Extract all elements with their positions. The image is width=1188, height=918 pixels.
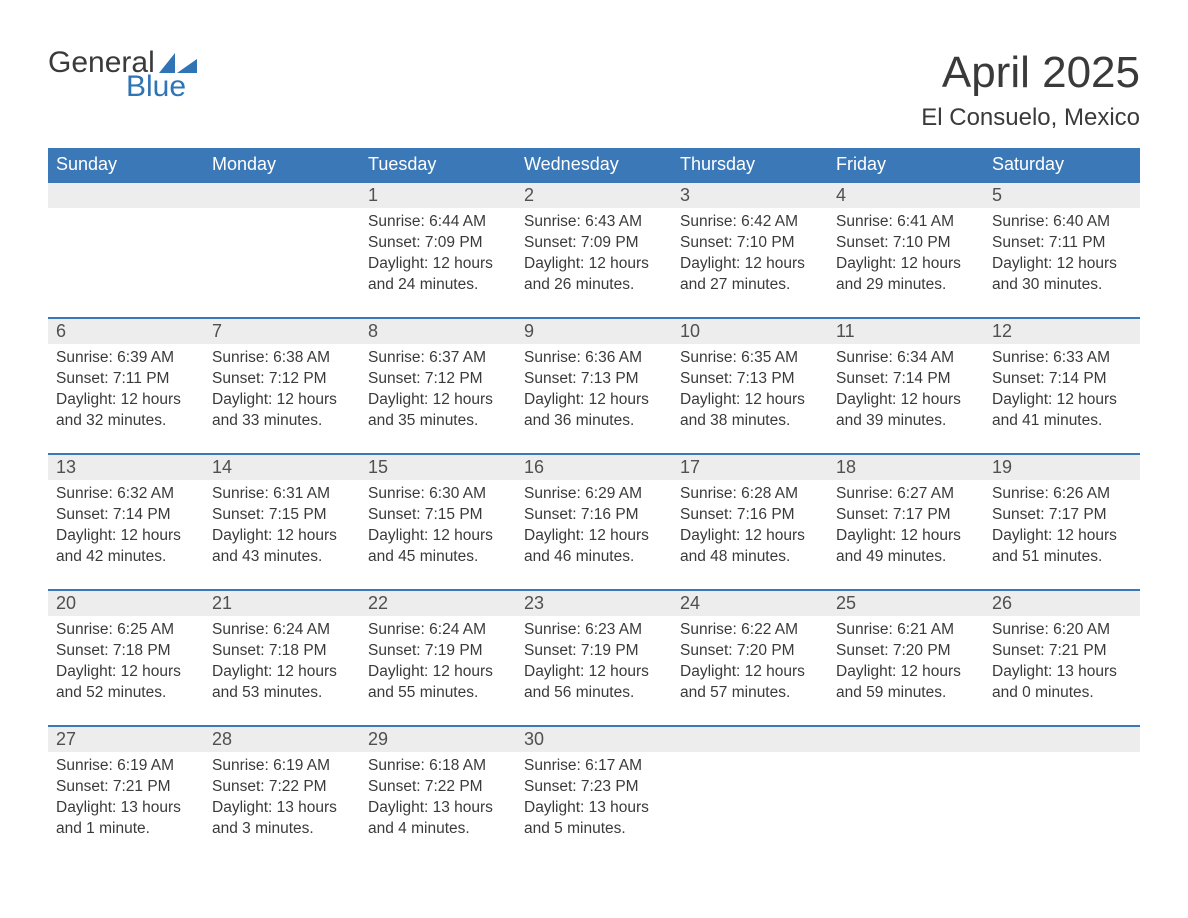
day-header: Tuesday [360, 148, 516, 182]
empty-cell [672, 752, 828, 862]
empty-cell [204, 208, 360, 318]
day-details: Sunrise: 6:32 AMSunset: 7:14 PMDaylight:… [48, 480, 204, 590]
day-details: Sunrise: 6:38 AMSunset: 7:12 PMDaylight:… [204, 344, 360, 454]
day-number: 13 [48, 454, 204, 480]
day-number: 9 [516, 318, 672, 344]
day-details: Sunrise: 6:43 AMSunset: 7:09 PMDaylight:… [516, 208, 672, 318]
day-details: Sunrise: 6:31 AMSunset: 7:15 PMDaylight:… [204, 480, 360, 590]
day-details: Sunrise: 6:36 AMSunset: 7:13 PMDaylight:… [516, 344, 672, 454]
day-header: Monday [204, 148, 360, 182]
calendar-table: SundayMondayTuesdayWednesdayThursdayFrid… [48, 148, 1140, 862]
day-number: 19 [984, 454, 1140, 480]
month-title: April 2025 [921, 48, 1140, 98]
day-number: 7 [204, 318, 360, 344]
day-number: 5 [984, 182, 1140, 208]
empty-cell [828, 752, 984, 862]
day-header: Wednesday [516, 148, 672, 182]
empty-cell [48, 182, 204, 208]
day-number: 8 [360, 318, 516, 344]
day-details: Sunrise: 6:37 AMSunset: 7:12 PMDaylight:… [360, 344, 516, 454]
title-block: April 2025 El Consuelo, Mexico [921, 48, 1140, 144]
day-details: Sunrise: 6:33 AMSunset: 7:14 PMDaylight:… [984, 344, 1140, 454]
day-number: 21 [204, 590, 360, 616]
day-number: 10 [672, 318, 828, 344]
day-details: Sunrise: 6:35 AMSunset: 7:13 PMDaylight:… [672, 344, 828, 454]
day-number: 18 [828, 454, 984, 480]
day-number: 16 [516, 454, 672, 480]
day-details: Sunrise: 6:34 AMSunset: 7:14 PMDaylight:… [828, 344, 984, 454]
day-details: Sunrise: 6:25 AMSunset: 7:18 PMDaylight:… [48, 616, 204, 726]
day-details: Sunrise: 6:24 AMSunset: 7:18 PMDaylight:… [204, 616, 360, 726]
day-details: Sunrise: 6:30 AMSunset: 7:15 PMDaylight:… [360, 480, 516, 590]
day-details: Sunrise: 6:22 AMSunset: 7:20 PMDaylight:… [672, 616, 828, 726]
day-details: Sunrise: 6:21 AMSunset: 7:20 PMDaylight:… [828, 616, 984, 726]
day-details: Sunrise: 6:19 AMSunset: 7:22 PMDaylight:… [204, 752, 360, 862]
day-number: 2 [516, 182, 672, 208]
logo: General Blue [48, 48, 201, 102]
logo-word-blue: Blue [126, 72, 201, 102]
day-details: Sunrise: 6:18 AMSunset: 7:22 PMDaylight:… [360, 752, 516, 862]
empty-cell [984, 752, 1140, 862]
empty-cell [672, 726, 828, 752]
day-number: 26 [984, 590, 1140, 616]
day-details: Sunrise: 6:27 AMSunset: 7:17 PMDaylight:… [828, 480, 984, 590]
day-number: 29 [360, 726, 516, 752]
empty-cell [204, 182, 360, 208]
header: General Blue April 2025 El Consuelo, Mex… [48, 48, 1140, 144]
day-details: Sunrise: 6:23 AMSunset: 7:19 PMDaylight:… [516, 616, 672, 726]
day-header: Sunday [48, 148, 204, 182]
day-number: 1 [360, 182, 516, 208]
day-header: Friday [828, 148, 984, 182]
day-number: 6 [48, 318, 204, 344]
day-number: 22 [360, 590, 516, 616]
day-number: 12 [984, 318, 1140, 344]
day-number: 3 [672, 182, 828, 208]
day-number: 20 [48, 590, 204, 616]
day-details: Sunrise: 6:40 AMSunset: 7:11 PMDaylight:… [984, 208, 1140, 318]
day-details: Sunrise: 6:24 AMSunset: 7:19 PMDaylight:… [360, 616, 516, 726]
day-number: 17 [672, 454, 828, 480]
day-number: 30 [516, 726, 672, 752]
day-header: Saturday [984, 148, 1140, 182]
empty-cell [48, 208, 204, 318]
day-number: 23 [516, 590, 672, 616]
day-number: 25 [828, 590, 984, 616]
day-number: 15 [360, 454, 516, 480]
day-details: Sunrise: 6:17 AMSunset: 7:23 PMDaylight:… [516, 752, 672, 862]
day-details: Sunrise: 6:20 AMSunset: 7:21 PMDaylight:… [984, 616, 1140, 726]
day-number: 27 [48, 726, 204, 752]
day-details: Sunrise: 6:28 AMSunset: 7:16 PMDaylight:… [672, 480, 828, 590]
day-details: Sunrise: 6:44 AMSunset: 7:09 PMDaylight:… [360, 208, 516, 318]
day-details: Sunrise: 6:42 AMSunset: 7:10 PMDaylight:… [672, 208, 828, 318]
empty-cell [828, 726, 984, 752]
day-details: Sunrise: 6:41 AMSunset: 7:10 PMDaylight:… [828, 208, 984, 318]
day-number: 14 [204, 454, 360, 480]
day-number: 24 [672, 590, 828, 616]
day-details: Sunrise: 6:26 AMSunset: 7:17 PMDaylight:… [984, 480, 1140, 590]
empty-cell [984, 726, 1140, 752]
calendar-header-row: SundayMondayTuesdayWednesdayThursdayFrid… [48, 148, 1140, 182]
location-label: El Consuelo, Mexico [921, 104, 1140, 132]
day-details: Sunrise: 6:19 AMSunset: 7:21 PMDaylight:… [48, 752, 204, 862]
day-details: Sunrise: 6:29 AMSunset: 7:16 PMDaylight:… [516, 480, 672, 590]
day-number: 4 [828, 182, 984, 208]
day-details: Sunrise: 6:39 AMSunset: 7:11 PMDaylight:… [48, 344, 204, 454]
day-header: Thursday [672, 148, 828, 182]
day-number: 28 [204, 726, 360, 752]
day-number: 11 [828, 318, 984, 344]
